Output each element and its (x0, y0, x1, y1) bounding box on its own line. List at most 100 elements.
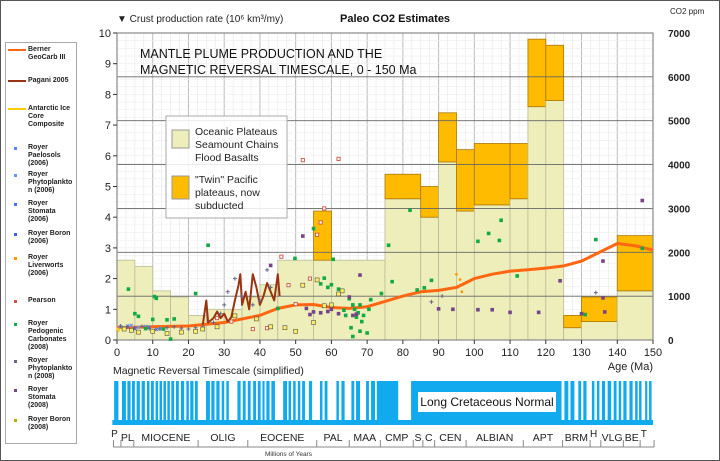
data-point (147, 326, 152, 331)
y-left-axis-title: ▼ Crust production rate (10⁶ km³/my) (117, 14, 283, 25)
magnetic-normal-chron (319, 381, 323, 425)
legend-label: Royer Phytoplankto n (2006) (28, 171, 73, 194)
epoch-label: MAA (353, 432, 376, 444)
legend-label: Antarctic Ice Core Composite (28, 105, 71, 128)
epoch-label: ALBIAN (476, 432, 513, 444)
data-point (536, 310, 541, 315)
data-point (311, 320, 316, 325)
epoch-label: T (641, 429, 647, 440)
data-point (154, 327, 159, 332)
chart-title: Paleo CO2 Estimates (340, 13, 450, 25)
data-point (343, 313, 348, 318)
data-point (315, 232, 320, 237)
magnetic-normal-chron (127, 381, 131, 425)
data-point (455, 272, 458, 276)
x-tick-label: 10 (147, 347, 159, 359)
data-point (318, 220, 323, 225)
epoch-label: BRM (565, 432, 588, 444)
magnetic-normal-chron (147, 381, 150, 425)
bar-oceanic-plateau (438, 161, 457, 341)
data-point (322, 206, 327, 211)
x-tick-label: 90 (432, 347, 444, 359)
data-point (129, 323, 134, 328)
magnetic-normal-chron (237, 381, 241, 425)
data-point (354, 312, 359, 316)
magnetic-normal-chron (159, 381, 163, 425)
data-point (329, 282, 334, 287)
legend-label: Royer Phytoplankto n (2008) (28, 357, 73, 380)
bar-twin-pacific-plateau (509, 143, 529, 200)
magnetic-normal-chron (150, 381, 154, 425)
data-point (460, 290, 464, 294)
epoch-axis-title: Millions of Years (265, 451, 313, 458)
data-point (250, 326, 255, 332)
data-point (351, 334, 355, 339)
data-point (179, 326, 184, 331)
data-point (347, 295, 352, 299)
data-point (368, 297, 373, 302)
x-tick-label: 60 (325, 347, 337, 359)
magnetic-normal-chron (171, 381, 175, 425)
magnetic-normal-chron (167, 381, 170, 425)
epoch-label: MIOCENE (141, 432, 190, 444)
legend-label: Royer Pedogenic Carbonates (2008) (28, 320, 67, 351)
bar-oceanic-plateau (330, 259, 386, 341)
magnetic-annotation-box (418, 392, 556, 412)
data-point (165, 318, 169, 322)
data-point (215, 316, 220, 321)
data-point (359, 319, 364, 324)
legend-label: Royer Liverworts (2006) (28, 254, 64, 277)
data-point (508, 310, 512, 315)
data-point (365, 331, 369, 335)
bar-oceanic-plateau (384, 198, 422, 341)
data-point (222, 302, 227, 307)
magnetic-normal-chron (163, 381, 166, 425)
epoch-label: H (590, 429, 597, 440)
magnetic-timescale-title: Magnetic Reversal Timescale (simplified) (113, 365, 304, 377)
data-point (172, 324, 177, 329)
magnetic-normal-chron (302, 381, 305, 425)
data-point (602, 310, 607, 314)
y-right-tick-label: 5000 (668, 117, 691, 128)
bar-oceanic-plateau (313, 259, 332, 341)
data-point (293, 328, 298, 334)
y-left-tick-label: 8 (105, 89, 111, 101)
magnetic-normal-chron (371, 381, 375, 425)
magnetic-normal-chron (324, 381, 328, 425)
y-right-tick-label: 7000 (668, 29, 691, 40)
data-point (429, 299, 434, 304)
x-tick-label: 150 (644, 347, 662, 359)
data-point (211, 320, 216, 325)
epoch-label: PAL (324, 432, 343, 444)
magnetic-normal-chron (570, 381, 575, 425)
legend-line-swatch (8, 80, 26, 82)
magnetic-normal-chron (336, 381, 339, 425)
epoch-label: OLIG (210, 432, 235, 444)
magnetic-normal-chron (288, 381, 292, 425)
legend-label: Royer Boron (2006) (28, 230, 71, 245)
bar-twin-pacific-plateau (456, 149, 475, 212)
series-line-pagani-2005 (201, 273, 281, 325)
data-point (193, 291, 198, 296)
data-point (276, 306, 280, 311)
data-point (336, 291, 341, 297)
magnetic-normal-chron (136, 381, 140, 425)
data-point (168, 337, 173, 341)
magnetic-normal-chron (211, 381, 215, 425)
data-point (136, 325, 141, 330)
data-point (225, 289, 230, 294)
x-tick-label: 110 (501, 347, 519, 359)
magnetic-normal-chron (216, 381, 220, 425)
data-point (342, 308, 346, 312)
y-left-tick-label: 5 (105, 182, 111, 194)
bar-legend-swatch (171, 175, 190, 200)
series-line-berner-geocarb-iii (116, 242, 654, 330)
data-point (308, 312, 312, 317)
y-right-tick-label: 6000 (668, 73, 691, 84)
x-tick-label: 40 (254, 347, 266, 359)
data-point (186, 327, 191, 332)
bar-oceanic-plateau (456, 210, 475, 341)
x-tick-label: 0 (114, 347, 120, 359)
data-point (476, 307, 480, 312)
bar-twin-pacific-plateau (438, 112, 457, 163)
